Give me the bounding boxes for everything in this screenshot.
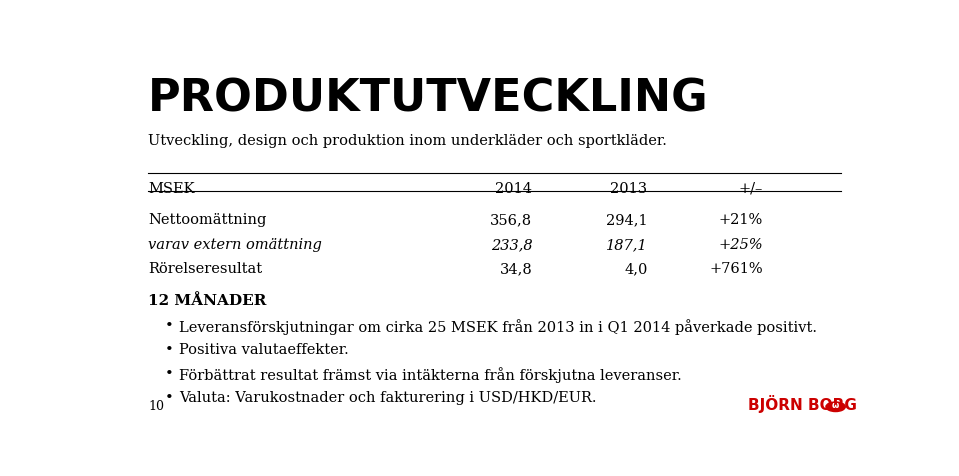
Text: 2014: 2014: [496, 182, 532, 196]
Text: MSEK: MSEK: [148, 182, 195, 196]
Text: 356,8: 356,8: [490, 213, 532, 227]
Text: 187,1: 187,1: [606, 238, 647, 252]
Text: 4,0: 4,0: [624, 262, 647, 277]
Text: +25%: +25%: [718, 238, 762, 252]
Text: 233,8: 233,8: [491, 238, 532, 252]
Text: PRODUKTUTVECKLING: PRODUKTUTVECKLING: [148, 77, 709, 120]
Text: 10: 10: [148, 400, 164, 413]
Text: •: •: [165, 343, 174, 357]
Text: •: •: [165, 319, 174, 333]
Text: varav extern omättning: varav extern omättning: [148, 238, 322, 252]
Circle shape: [826, 402, 845, 412]
Text: Leveransförskjutningar om cirka 25 MSEK från 2013 in i Q1 2014 påverkade positiv: Leveransförskjutningar om cirka 25 MSEK …: [179, 319, 817, 335]
Text: +761%: +761%: [709, 262, 762, 277]
Text: +/–: +/–: [738, 182, 762, 196]
Text: +21%: +21%: [718, 213, 762, 227]
Text: Utveckling, design och produktion inom underkläder och sportkläder.: Utveckling, design och produktion inom u…: [148, 134, 667, 148]
Text: 34,8: 34,8: [500, 262, 532, 277]
Text: 294,1: 294,1: [606, 213, 647, 227]
Text: •: •: [165, 391, 174, 405]
Text: Positiva valutaeffekter.: Positiva valutaeffekter.: [179, 343, 349, 357]
Text: BJÖRN BORG: BJÖRN BORG: [748, 396, 856, 413]
Text: 2013: 2013: [611, 182, 647, 196]
Text: Rörelseresultat: Rörelseresultat: [148, 262, 262, 277]
Text: Nettoomättning: Nettoomättning: [148, 213, 267, 227]
Text: 12 MÅNADER: 12 MÅNADER: [148, 294, 267, 307]
Text: Valuta: Varukostnader och fakturering i USD/HKD/EUR.: Valuta: Varukostnader och fakturering i …: [179, 391, 596, 405]
Text: Förbättrat resultat främst via intäkterna från förskjutna leveranser.: Förbättrat resultat främst via intäktern…: [179, 367, 682, 383]
Text: ω: ω: [832, 401, 839, 410]
Text: •: •: [165, 367, 174, 381]
